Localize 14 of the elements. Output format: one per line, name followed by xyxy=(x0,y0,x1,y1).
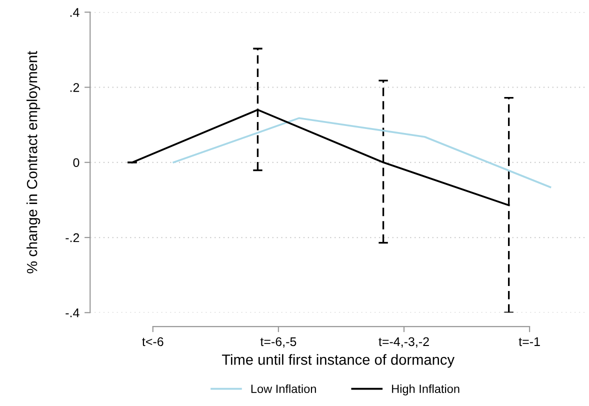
line-series xyxy=(172,117,552,188)
x-tick-label: t=-4,-3,-2 xyxy=(378,337,429,348)
y-tick-label: -.2 xyxy=(66,233,80,242)
legend-label: High Inflation xyxy=(392,384,460,396)
y-tick-label: .4 xyxy=(70,8,80,17)
x-tick-label: t<-6 xyxy=(142,337,164,346)
x-axis-title: Time until first instance of dormancy xyxy=(222,354,454,368)
y-axis-title: % change in Contract employment xyxy=(26,51,40,274)
y-tick-label: 0 xyxy=(73,158,80,168)
legend-label: Low Inflation xyxy=(251,384,316,394)
y-tick-label: -.4 xyxy=(66,308,80,318)
x-tick-label: t=-6,-5 xyxy=(260,337,296,348)
y-tick-label: .2 xyxy=(70,83,80,92)
x-tick-label: t=-1 xyxy=(518,337,540,346)
